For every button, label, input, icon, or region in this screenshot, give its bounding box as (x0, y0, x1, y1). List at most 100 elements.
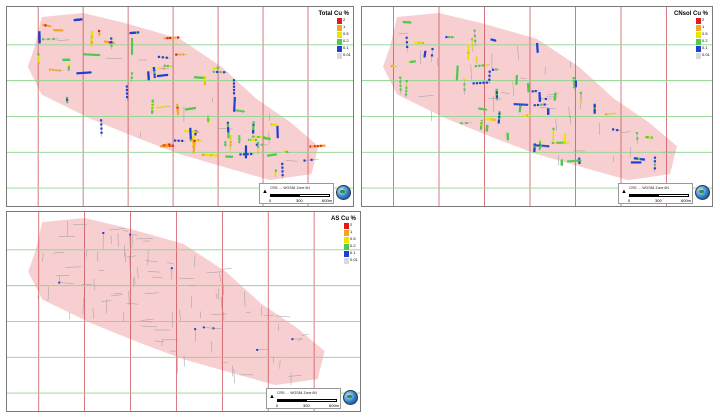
legend-swatch (696, 53, 701, 59)
scale-box: ▲ CRS: ... WGS84 Zone 6N 0 300 600m (259, 183, 334, 204)
assay-sample (497, 121, 500, 124)
assay-sample (423, 55, 426, 58)
assay-sample (467, 44, 470, 47)
scale-box: ▲ CRS: ... WGS84 Zone 6N 0 300 600m (618, 183, 693, 204)
drill-trace (268, 113, 271, 122)
assay-sample (616, 128, 619, 132)
assay-sample (244, 148, 248, 152)
assay-sample (488, 78, 491, 81)
assay-sample (97, 53, 100, 57)
drill-trace (215, 292, 218, 299)
assay-sample (207, 115, 210, 118)
assay-sample (162, 74, 165, 77)
assay-sample (214, 67, 217, 70)
assay-sample (274, 123, 278, 127)
assay-sample (229, 144, 232, 147)
assay-sample (527, 86, 530, 89)
assay-sample (473, 34, 476, 37)
assay-sample (234, 109, 237, 112)
drill-trace (297, 339, 303, 341)
assay-sample (233, 105, 236, 108)
drill-trace (122, 311, 125, 323)
drill-trace (56, 39, 70, 42)
assay-sample (534, 89, 537, 93)
assay-sample (55, 29, 58, 32)
assay-sample (213, 154, 216, 157)
drill-trace (418, 95, 434, 97)
assay-sample (485, 64, 488, 67)
assay-sample (527, 90, 530, 93)
drill-trace (151, 276, 163, 279)
assay-sample (632, 161, 636, 164)
north-arrow-icon: ▲ (621, 189, 627, 195)
drill-trace (211, 313, 227, 315)
assay-sample (210, 154, 213, 157)
assay-sample (130, 42, 134, 45)
globe-icon (343, 390, 358, 405)
assay-sample (635, 132, 639, 135)
drill-trace (166, 262, 174, 265)
assay-sample (170, 267, 173, 270)
assay-sample (238, 140, 241, 143)
assay-sample (423, 52, 427, 55)
legend-swatch (344, 244, 349, 250)
assay-sample (473, 29, 476, 32)
drill-trace (68, 311, 71, 320)
assay-sample (233, 103, 236, 106)
assay-sample (81, 71, 85, 75)
assay-sample (88, 53, 91, 56)
assay-sample (48, 25, 51, 28)
assay-sample (456, 69, 459, 72)
assay-sample (152, 67, 156, 70)
assay-sample (90, 34, 93, 37)
assay-sample (539, 145, 542, 148)
assay-sample (467, 53, 470, 56)
assay-sample (456, 70, 459, 74)
scale-bar (629, 194, 689, 197)
assay-sample (57, 29, 60, 32)
assay-sample (38, 38, 41, 41)
assay-sample (90, 39, 93, 42)
assay-sample (480, 107, 483, 111)
drill-trace (136, 237, 153, 240)
assay-sample (650, 136, 653, 139)
assay-sample (538, 95, 541, 99)
assay-sample (252, 135, 255, 138)
assay-sample (47, 38, 50, 41)
assay-sample (37, 60, 41, 63)
assay-sample (463, 83, 466, 86)
map-canvas (362, 7, 712, 206)
assay-sample (421, 41, 425, 45)
assay-sample (281, 162, 284, 165)
assay-sample (156, 74, 160, 78)
assay-sample (276, 125, 279, 128)
assay-sample (165, 105, 168, 108)
drill-trace (131, 235, 133, 248)
assay-sample (405, 21, 408, 24)
assay-sample (193, 140, 196, 143)
assay-sample (233, 101, 236, 104)
legend-item: 0.1 (648, 45, 708, 52)
assay-sample (498, 116, 501, 119)
assay-sample (538, 141, 542, 144)
assay-sample (317, 144, 320, 148)
assay-sample (527, 83, 530, 86)
assay-sample (399, 80, 402, 83)
assay-sample (178, 53, 181, 56)
assay-sample (479, 81, 482, 85)
assay-sample (207, 153, 210, 157)
assay-sample (576, 159, 579, 162)
assay-sample (478, 107, 481, 110)
assay-sample (413, 60, 416, 63)
assay-sample (498, 112, 501, 115)
scale-label-mid: 300 (655, 198, 662, 203)
assay-sample (456, 74, 459, 77)
legend-swatch (337, 18, 342, 24)
assay-sample (92, 53, 95, 56)
map-footer: ▲ CRS: ... WGS84 Zone 6N 0 300 600m (259, 183, 351, 204)
assay-sample (399, 88, 402, 91)
assay-sample (274, 172, 277, 175)
assay-sample (137, 31, 140, 34)
drill-trace (158, 56, 171, 59)
assay-sample (194, 133, 197, 136)
